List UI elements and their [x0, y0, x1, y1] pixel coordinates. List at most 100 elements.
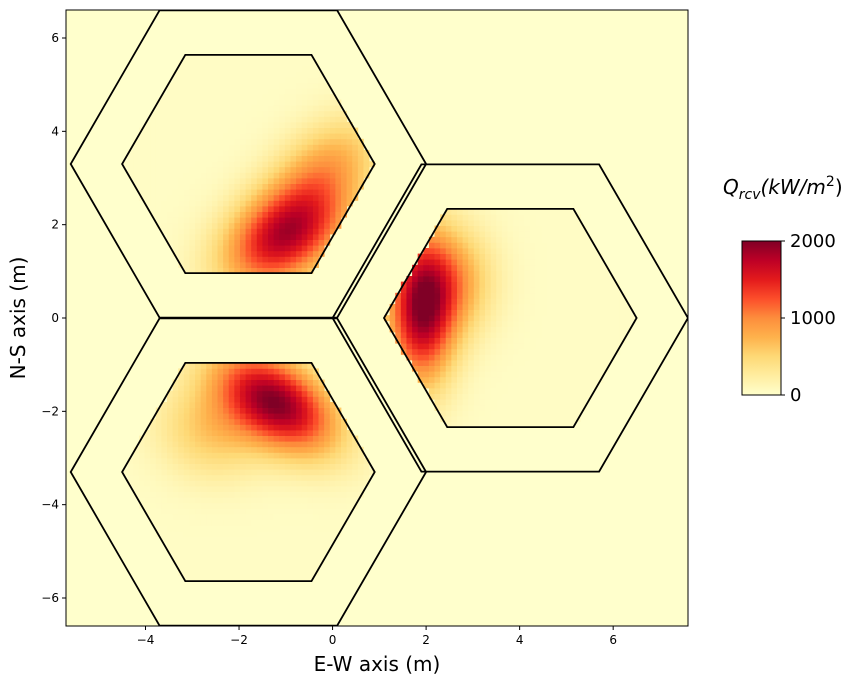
heat-cell [580, 354, 587, 361]
heat-cell [496, 410, 503, 417]
heat-cell [451, 281, 458, 288]
heat-cell [245, 105, 252, 112]
heat-cell [183, 402, 190, 408]
heat-cell [501, 371, 508, 378]
heat-cell [206, 228, 213, 235]
heat-cell [167, 407, 174, 414]
heat-cell [468, 292, 475, 299]
heat-cell [352, 138, 359, 145]
heat-cell [456, 399, 463, 406]
heat-cell [262, 385, 269, 392]
heat-cell [161, 189, 168, 196]
heat-cell [440, 343, 447, 350]
heat-cell [552, 376, 559, 383]
heat-cell [234, 446, 241, 453]
heat-cell [150, 200, 157, 207]
heat-cell [363, 480, 370, 487]
heat-cell [301, 161, 308, 168]
heat-cell [445, 270, 452, 277]
heat-cell [329, 441, 336, 448]
heat-cell [290, 575, 297, 582]
heat-cell [501, 231, 508, 238]
heat-cell [428, 270, 435, 277]
heat-cell [223, 222, 230, 229]
heat-cell [440, 371, 447, 378]
heat-cell [273, 508, 280, 515]
heat-cell [546, 248, 553, 254]
heat-cell [513, 421, 520, 428]
heat-cell [541, 287, 548, 294]
heat-cell [189, 172, 196, 179]
heat-cell [535, 281, 542, 288]
heat-cell [614, 309, 621, 316]
heat-cell [138, 150, 145, 156]
heat-cell [324, 502, 331, 509]
heat-cell [161, 514, 168, 520]
heat-cell [195, 491, 202, 498]
heat-cell [529, 292, 536, 299]
heat-cell [574, 332, 581, 338]
heat-cell [296, 66, 303, 72]
x-tick-label: 2 [422, 633, 430, 647]
heat-cell [273, 166, 280, 173]
heat-cell [307, 150, 314, 156]
heat-cell [586, 253, 593, 260]
heat-cell [256, 441, 263, 448]
heat-cell [535, 376, 542, 383]
heat-cell [284, 155, 291, 162]
heat-cell [245, 267, 252, 274]
heat-cell [172, 469, 179, 476]
heat-cell [301, 502, 308, 509]
heat-cell [451, 416, 458, 422]
heat-cell [262, 166, 269, 173]
heat-cell [445, 343, 452, 350]
heat-cell [256, 239, 263, 246]
heat-cell [279, 161, 286, 168]
heat-cell [189, 514, 196, 520]
heat-cell [468, 281, 475, 288]
heat-cell [239, 94, 246, 100]
heat-cell [580, 292, 587, 299]
heat-cell [496, 220, 503, 226]
heat-cell [307, 452, 314, 459]
heat-cell [507, 276, 514, 282]
heat-cell [501, 404, 508, 411]
heat-cell [284, 458, 291, 464]
heat-cell [485, 421, 492, 428]
heat-cell [290, 127, 297, 134]
heat-cell [335, 155, 342, 162]
heat-cell [172, 508, 179, 515]
heat-cell [262, 206, 269, 212]
heat-cell [189, 536, 196, 543]
heat-cell [211, 250, 218, 257]
heat-cell [256, 133, 263, 140]
heat-cell [608, 292, 615, 299]
heat-cell [144, 178, 151, 184]
heat-cell [312, 211, 319, 218]
heat-cell [228, 530, 235, 537]
heat-cell [630, 315, 637, 322]
heat-cell [251, 547, 258, 554]
heat-cell [256, 222, 263, 229]
heat-cell [352, 150, 359, 156]
heat-cell [211, 267, 218, 274]
heat-cell [445, 332, 452, 338]
heat-cell [496, 264, 503, 271]
heat-cell [307, 558, 314, 565]
heat-cell [223, 172, 230, 179]
heat-cell [245, 60, 252, 67]
heat-cell [324, 536, 331, 543]
heat-cell [541, 276, 548, 282]
heat-cell [524, 348, 531, 355]
heat-cell [552, 360, 559, 366]
heat-cell [352, 178, 359, 184]
heat-cell [501, 376, 508, 383]
heat-cell [138, 183, 145, 190]
heat-cell [189, 66, 196, 72]
heat-cell [574, 354, 581, 361]
heat-cell [239, 486, 246, 492]
heat-cell [268, 256, 275, 263]
heat-cell [284, 486, 291, 492]
heat-cell [541, 292, 548, 299]
heat-cell [563, 320, 570, 327]
